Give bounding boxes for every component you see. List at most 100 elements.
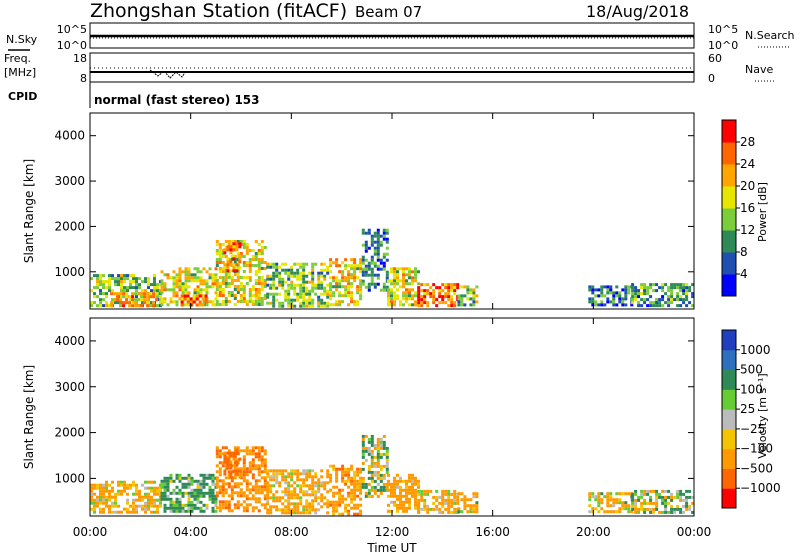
power-echo-cell	[588, 288, 592, 292]
velocity-echo-cell	[359, 479, 363, 483]
power-echo-cell	[393, 279, 396, 283]
power-echo-cell	[278, 271, 282, 275]
power-echo-cell	[99, 304, 102, 308]
velocity-echo-cell	[99, 489, 102, 493]
velocity-echo-cell	[163, 503, 167, 507]
velocity-echo-cell	[232, 451, 236, 455]
velocity-echo-cell	[588, 495, 592, 499]
power-echo-cell	[126, 286, 129, 290]
power-echo-cell	[218, 282, 222, 285]
power-echo-cell	[122, 292, 126, 296]
power-echo-cell	[248, 270, 252, 273]
power-echo-cell	[138, 277, 141, 281]
velocity-echo-cell	[426, 489, 430, 493]
velocity-echo-cell	[269, 469, 273, 473]
velocity-echo-cell	[475, 504, 479, 508]
power-echo-cell	[658, 301, 662, 305]
velocity-echo-cell	[248, 449, 252, 453]
power-echo-cell	[591, 288, 595, 292]
power-echo-cell	[423, 295, 427, 299]
cpid-value: normal (fast stereo) 153	[94, 93, 260, 107]
power-echo-cell	[658, 298, 662, 302]
power-echo-cell	[169, 297, 173, 301]
power-echo-cell	[679, 286, 683, 290]
power-echo-cell	[338, 282, 342, 286]
power-echo-cell	[385, 246, 389, 250]
velocity-echo-cell	[159, 489, 162, 493]
power-echo-cell	[236, 288, 240, 291]
velocity-echo-cell	[320, 505, 324, 509]
power-echo-cell	[308, 298, 312, 302]
power-echo-cell	[676, 295, 680, 299]
power-echo-cell	[305, 304, 309, 308]
power-echo-cell	[269, 265, 273, 269]
velocity-echo-cell	[673, 510, 677, 514]
power-echo-cell	[376, 249, 380, 253]
velocity-echo-cell	[169, 500, 173, 504]
power-echo-cell	[132, 301, 135, 305]
power-echo-cell	[239, 297, 243, 300]
power-echo-cell	[323, 289, 327, 293]
velocity-echo-cell	[646, 507, 650, 511]
power-echo-cell	[438, 292, 442, 296]
power-echo-cell	[405, 282, 408, 286]
velocity-echo-cell	[317, 484, 321, 488]
xtick-label: 12:00	[375, 525, 410, 539]
power-echo-cell	[588, 300, 592, 304]
velocity-echo-cell	[233, 473, 237, 477]
velocity-echo-cell	[411, 476, 414, 480]
velocity-echo-cell	[405, 482, 408, 486]
power-echo-cell	[108, 283, 111, 287]
velocity-echo-cell	[594, 498, 598, 502]
velocity-echo-cell	[621, 504, 625, 508]
power-echo-cell	[233, 288, 237, 291]
power-echo-cell	[99, 280, 102, 284]
velocity-echo-cell	[296, 472, 300, 476]
freq-tick-top: 18	[73, 52, 87, 65]
velocity-echo-cell	[172, 491, 176, 495]
velocity-echo-cell	[643, 498, 647, 502]
power-echo-cell	[186, 300, 190, 304]
power-echo-cell	[661, 304, 665, 308]
velocity-echo-cell	[102, 483, 105, 487]
velocity-echo-cell	[284, 490, 288, 494]
velocity-echo-cell	[211, 488, 215, 492]
power-echo-cell	[685, 295, 689, 299]
velocity-echo-cell	[184, 503, 188, 507]
velocity-echo-cell	[347, 494, 351, 498]
velocity-echo-cell	[606, 504, 610, 508]
velocity-echo-cell	[132, 498, 135, 502]
power-echo-cell	[248, 261, 252, 264]
velocity-echo-cell	[218, 509, 222, 513]
power-echo-cell	[215, 285, 219, 288]
power-echo-cell	[260, 246, 264, 249]
power-echo-cell	[99, 283, 102, 287]
velocity-echo-cell	[399, 479, 402, 483]
power-echo-cell	[251, 294, 255, 297]
power-echo-cell	[305, 262, 309, 266]
power-echo-cell	[119, 298, 123, 302]
power-echo-cell	[370, 267, 374, 271]
power-echo-cell	[260, 249, 264, 252]
power-echo-cell	[402, 291, 405, 295]
power-echo-cell	[266, 295, 270, 299]
power-echo-cell	[341, 285, 345, 289]
power-echo-cell	[272, 280, 276, 284]
velocity-echo-cell	[344, 506, 348, 510]
power-echo-cell	[147, 286, 150, 290]
velocity-echo-cell	[120, 480, 123, 484]
power-echo-cell	[379, 243, 383, 247]
power-echo-cell	[341, 276, 345, 280]
power-echo-cell	[266, 274, 270, 278]
power-echo-cell	[408, 273, 411, 277]
power-echo-cell	[110, 301, 114, 305]
velocity-echo-cell	[184, 491, 188, 495]
velocity-echo-cell	[275, 499, 279, 503]
velocity-echo-cell	[296, 493, 300, 497]
power-echo-cell	[96, 304, 99, 308]
velocity-echo-cell	[634, 492, 638, 496]
velocity-echo-cell	[254, 479, 258, 483]
power-echo-cell	[156, 304, 159, 308]
velocity-echo-cell	[356, 494, 360, 498]
velocity-echo-cell	[263, 506, 267, 510]
